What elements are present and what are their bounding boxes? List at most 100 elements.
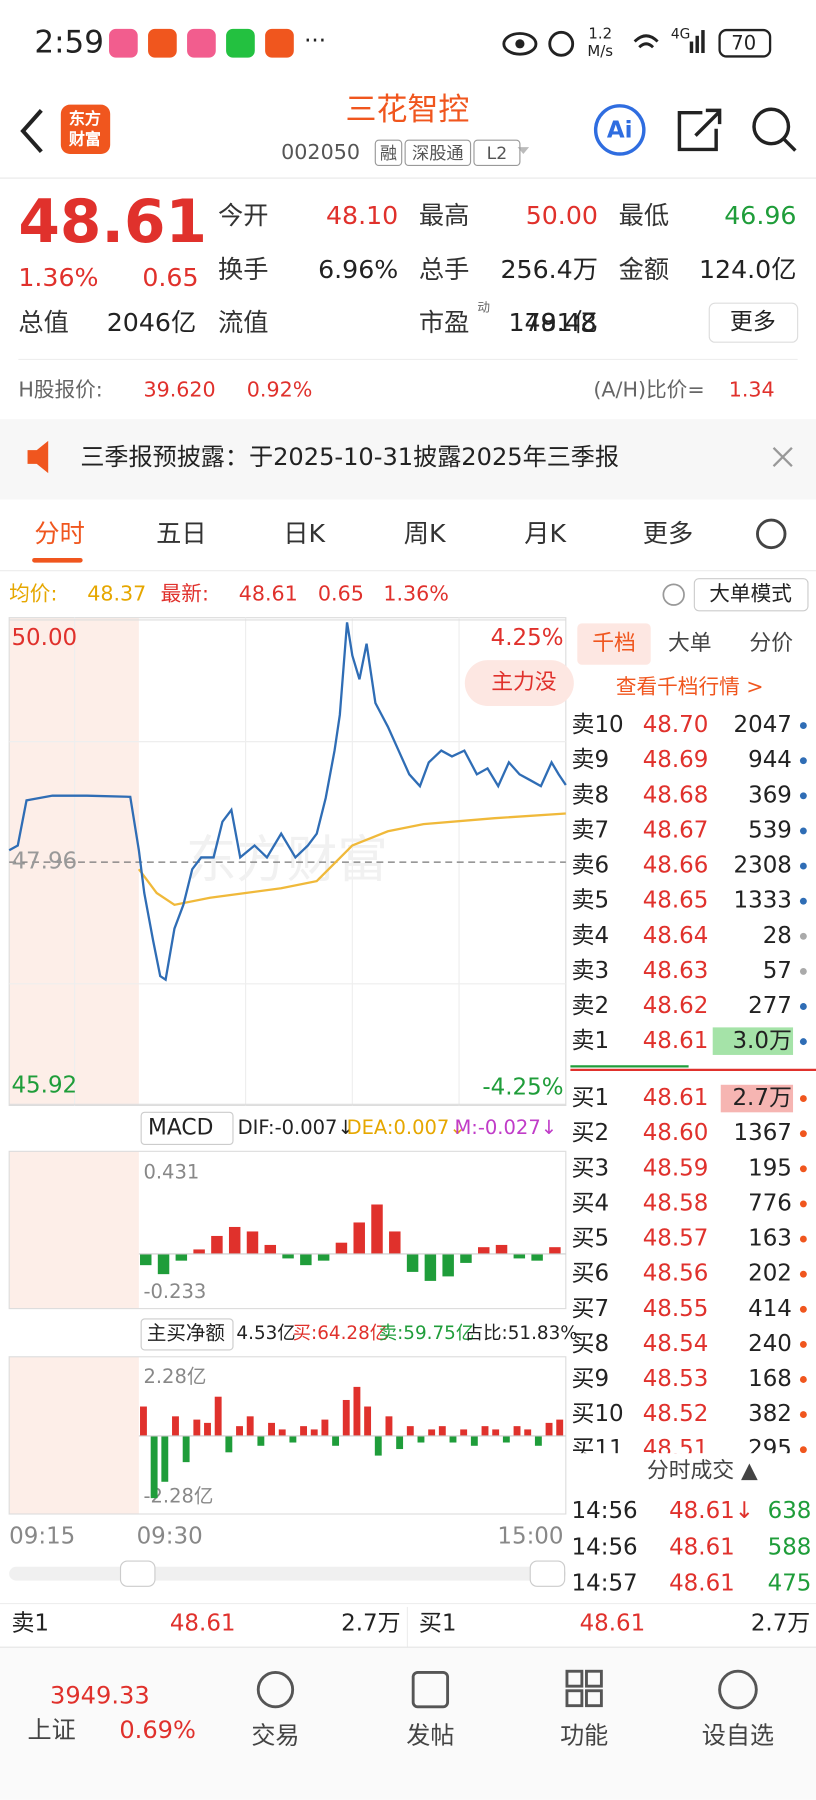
logo [60,104,111,155]
indicator-select[interactable] [140,1111,234,1146]
book-link[interactable]: 查看千档行情 > [616,675,764,699]
book-volume: 2308 [734,853,792,879]
quote-value: 1791亿 [508,308,597,337]
quote-label: 总值 [18,308,68,337]
flow-ratio: 占比:51.83% [465,1323,578,1344]
price-line [137,812,566,907]
trades-title[interactable]: 分时成交 ▲ [647,1459,758,1484]
book-price: 48.53 [643,1366,709,1392]
book-volume: 1333 [734,888,792,914]
tab[interactable]: 月K [524,519,567,548]
x-tick-label: 09:30 [137,1523,203,1549]
more-button[interactable] [708,302,799,343]
trade-volume: 475 [768,1571,812,1597]
tab[interactable]: 日K [283,519,326,548]
book-volume: 28 [763,923,792,949]
nav-item[interactable]: 发帖 [406,1722,454,1750]
bar [157,1253,170,1275]
book-dot [799,862,807,870]
more-button-label[interactable]: 更多 [730,309,776,335]
h-share-price: 39.620 [143,377,215,401]
mode-label[interactable]: 大单模式 [709,582,792,606]
bar [140,1406,147,1436]
tab[interactable]: 更多 [643,519,693,548]
book-level: 买2 [572,1120,610,1146]
bar [282,1253,294,1259]
stock-tag [374,139,403,167]
bar [140,1253,152,1266]
book-tab[interactable]: 大单 [668,631,712,656]
nav-item[interactable]: 功能 [560,1722,608,1750]
bar [236,1426,243,1436]
book-volume: 163 [748,1226,792,1252]
ai-button[interactable] [593,104,646,156]
bar [460,1253,472,1263]
book-dot [799,1446,807,1454]
promo-bubble[interactable] [464,660,574,707]
book-tab[interactable]: 分价 [749,631,793,656]
back-button[interactable] [20,109,43,154]
search-button[interactable] [752,107,791,146]
signal: 4G [671,27,690,43]
bottom-label: 卖1 [11,1611,49,1637]
book-level: 买7 [572,1296,610,1322]
macd-m: M:-0.027↓ [454,1116,557,1139]
book-dot [799,792,807,800]
book-price: 48.65 [643,888,709,914]
bar [353,1222,365,1254]
bar [246,1231,259,1254]
book-dot [799,1165,807,1173]
summary-pct: 1.36% [383,582,449,606]
nav-item[interactable]: 设自选 [702,1722,774,1750]
bar [374,1435,382,1456]
watermark: 东方财富 [186,830,388,889]
book-price: 48.52 [643,1401,709,1427]
battery: 70 [731,31,756,54]
book-volume: 382 [748,1401,792,1427]
quote-label: 今开 [218,201,268,230]
settings-button[interactable] [756,518,787,550]
book-level: 卖9 [572,747,610,773]
macd-dea: DEA:0.007↓ [347,1116,466,1139]
book-dot [799,1038,807,1046]
last-label: 最新: [161,582,209,606]
bar [332,1435,340,1446]
indicator-select[interactable] [140,1318,234,1351]
trade-volume: 588 [768,1534,812,1560]
book-dot [799,722,807,729]
book-dot [799,1270,807,1278]
last-value: 48.61 [239,582,298,606]
status-icons [109,28,772,58]
nav-item[interactable]: 交易 [251,1722,299,1750]
index-value[interactable]: 3949.33 [50,1681,150,1709]
bar [524,1429,532,1436]
bar [545,1422,553,1436]
book-volume: 195 [748,1155,792,1181]
bar [161,1435,169,1482]
book-dot [799,1411,807,1419]
indicator-name[interactable]: 主买净额 [147,1321,225,1344]
indicator-name[interactable]: MACD [148,1115,213,1140]
bar [513,1253,526,1259]
bar [428,1429,436,1436]
bar [335,1242,348,1254]
promo-text[interactable]: 主力没 [491,670,557,695]
book-volume: 539 [748,817,792,843]
bar [317,1253,330,1261]
bar [150,1435,158,1499]
book-tab-active[interactable] [577,623,651,665]
bar [549,1247,561,1254]
book-level: 卖1 [572,1028,610,1054]
book-price: 48.68 [643,782,709,808]
share-button[interactable] [677,108,722,152]
tab[interactable]: 周K [404,519,447,548]
mode-button[interactable] [693,578,809,612]
tab[interactable]: 五日 [156,519,206,548]
quote-label: 总手 [419,255,469,284]
tab[interactable]: 分时 [34,519,84,548]
quote-value: 48.10 [326,201,398,230]
book-tab[interactable]: 千档 [592,631,636,656]
close-button[interactable] [772,447,793,467]
bar [478,1247,490,1254]
